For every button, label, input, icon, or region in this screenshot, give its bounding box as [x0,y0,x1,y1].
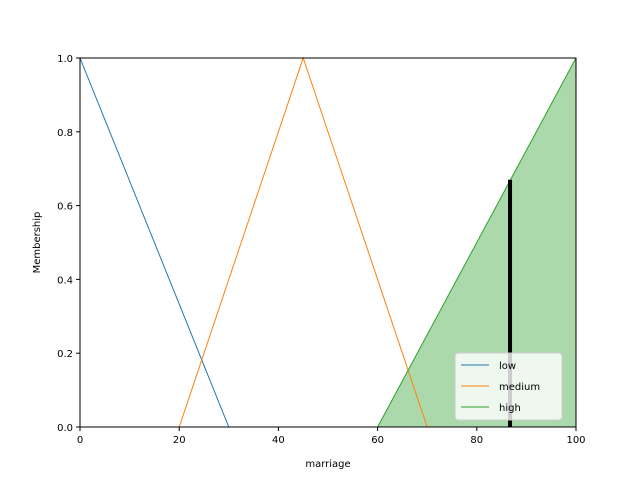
axes: marriage Membership 0 20 40 60 80 100 0.0 0.2 0.… [32,54,586,470]
y-tick-label: 0.8 [57,128,73,139]
y-tick-label: 0.2 [57,349,73,360]
x-tick-label: 60 [371,435,384,446]
y-axis-label: Membership [32,212,43,274]
legend: low medium high [454,352,563,421]
legend-label-low: low [499,361,516,372]
x-tick-label: 100 [566,435,585,446]
y-tick-label: 0.6 [57,202,73,213]
legend-label-medium: medium [499,382,540,393]
y-tick-label: 0.0 [57,423,73,434]
axes-frame [79,57,577,428]
x-tick-label: 80 [470,435,483,446]
x-tick-label: 20 [173,435,186,446]
x-tick-label: 40 [272,435,285,446]
y-tick-label: 1.0 [57,54,73,65]
y-tick-label: 0.4 [57,275,73,286]
x-axis-label: marriage [305,459,350,470]
legend-box [454,352,563,421]
legend-label-high: high [499,403,521,414]
x-tick-label: 0 [77,435,83,446]
